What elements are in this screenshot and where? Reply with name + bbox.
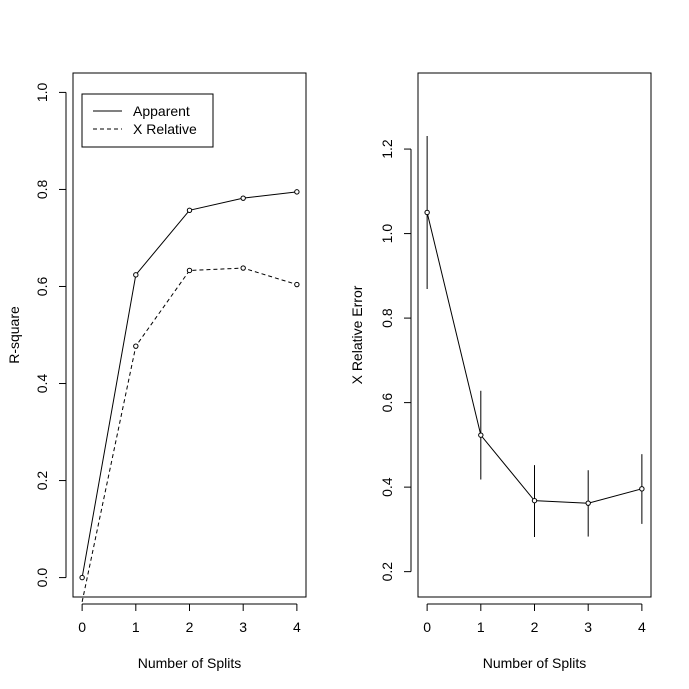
right-point-error — [585, 500, 591, 506]
right-y-axis-title: X Relative Error — [349, 285, 365, 384]
left-y-tick-label: 0.4 — [34, 374, 50, 394]
left-x-tick-label: 3 — [239, 619, 247, 635]
legend-box — [81, 93, 214, 148]
left-point-x-relative — [294, 281, 300, 288]
left-plot-marks: 0 1 2 3 4 0.0 0.2 0.4 0.6 0.8 1.0 — [34, 82, 301, 635]
left-point-apparent — [240, 195, 246, 201]
left-x-axis-title: Number of Splits — [138, 655, 241, 671]
right-series-line-error — [426, 212, 643, 504]
right-x-tick-label: 3 — [584, 619, 592, 635]
left-y-tick-label: 0.2 — [34, 471, 50, 491]
right-point-error — [639, 486, 645, 492]
left-y-axis-title: R-square — [6, 306, 22, 364]
right-point-error — [478, 432, 484, 438]
right-y-tick-label: 0.6 — [379, 393, 395, 413]
right-x-tick-label: 2 — [531, 619, 539, 635]
right-x-tick-label: 1 — [477, 619, 485, 635]
right-y-tick-label: 1.0 — [379, 224, 395, 244]
right-point-error — [424, 209, 430, 216]
right-point-error — [531, 497, 538, 504]
left-point-apparent — [294, 189, 300, 195]
left-series-line-apparent — [81, 191, 297, 578]
legend-label-x-relative: X Relative — [133, 121, 197, 137]
right-y-tick-label: 0.2 — [379, 562, 395, 582]
left-y-tick-label: 1.0 — [34, 82, 50, 102]
right-x-axis-title: Number of Splits — [483, 655, 586, 671]
left-x-tick-label: 4 — [293, 619, 301, 635]
left-point-apparent — [79, 574, 85, 581]
left-plot-frame — [72, 72, 307, 598]
left-y-tick-label: 0.6 — [34, 277, 50, 297]
left-y-tick-label: 0.0 — [34, 568, 50, 588]
right-plot-frame — [417, 72, 652, 598]
legend: Apparent X Relative — [81, 93, 214, 148]
left-point-apparent — [133, 272, 139, 278]
left-point-apparent — [186, 207, 193, 214]
left-x-tick-label: 2 — [186, 619, 194, 635]
left-x-tick-label: 0 — [78, 619, 86, 635]
right-plot-marks: 0 1 2 3 4 0.2 0.4 0.6 0.8 1.0 1.2 — [379, 135, 646, 635]
right-y-tick-label: 1.2 — [379, 139, 395, 159]
left-y-tick-label: 0.8 — [34, 180, 50, 200]
left-point-x-relative — [133, 343, 139, 349]
right-y-tick-label: 0.4 — [379, 477, 395, 497]
left-point-x-relative — [240, 265, 246, 271]
left-series-line-x-relative — [81, 267, 298, 602]
legend-label-apparent: Apparent — [133, 103, 190, 119]
right-x-tick-label: 0 — [423, 619, 431, 635]
right-x-tick-label: 4 — [638, 619, 646, 635]
left-x-tick-label: 1 — [132, 619, 140, 635]
right-y-tick-label: 0.8 — [379, 308, 395, 328]
left-point-x-relative — [186, 267, 193, 274]
